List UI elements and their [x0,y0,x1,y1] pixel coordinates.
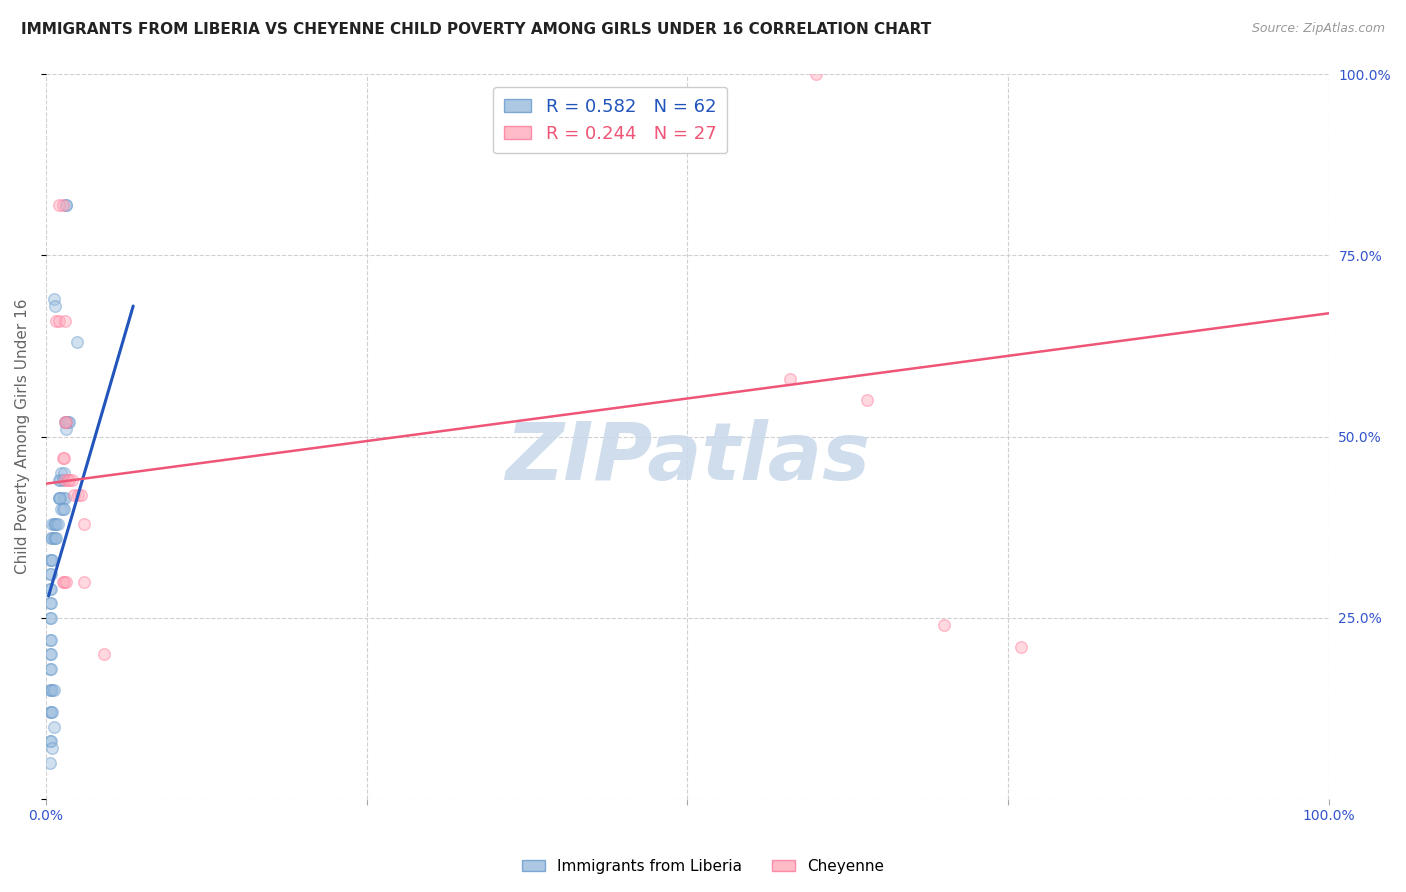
Point [38,632,60,647]
Point [39,567,62,582]
Y-axis label: Child Poverty Among Girls Under 16: Child Poverty Among Girls Under 16 [15,299,30,574]
Point [52,491,75,505]
Point [39,582,62,596]
Point [73,516,96,531]
Point [46,516,69,531]
Point [51,502,73,516]
Point [48,491,70,505]
Point [52,466,75,480]
Point [55,415,77,429]
Point [53,415,76,429]
Point [66,335,89,350]
Point [38,683,60,698]
Point [39,611,62,625]
Point [41,553,63,567]
Point [52,574,75,589]
Point [44,531,66,545]
Point [49,473,72,487]
Point [73,574,96,589]
Point [38,596,60,610]
Point [53,313,76,327]
Text: IMMIGRANTS FROM LIBERIA VS CHEYENNE CHILD POVERTY AMONG GIRLS UNDER 16 CORRELATI: IMMIGRANTS FROM LIBERIA VS CHEYENNE CHIL… [21,22,931,37]
Point [55,574,77,589]
Point [1010,640,1032,654]
Point [58,473,80,487]
Legend: R = 0.582   N = 62, R = 0.244   N = 27: R = 0.582 N = 62, R = 0.244 N = 27 [494,87,727,153]
Point [56,415,79,429]
Point [52,473,75,487]
Legend: Immigrants from Liberia, Cheyenne: Immigrants from Liberia, Cheyenne [516,853,890,880]
Point [55,415,77,429]
Text: Source: ZipAtlas.com: Source: ZipAtlas.com [1251,22,1385,36]
Point [42,720,65,734]
Point [41,741,63,756]
Point [38,582,60,596]
Point [39,647,62,661]
Point [45,531,67,545]
Point [39,553,62,567]
Point [45,313,67,327]
Point [804,67,827,81]
Point [67,487,90,501]
Point [39,734,62,748]
Point [41,683,63,698]
Point [38,611,60,625]
Point [38,705,60,719]
Point [38,553,60,567]
Point [44,299,66,313]
Point [55,197,77,211]
Point [39,596,62,610]
Point [49,491,72,505]
Point [41,516,63,531]
Point [38,756,60,770]
Point [52,197,75,211]
Point [58,415,80,429]
Point [51,466,73,480]
Point [48,197,70,211]
Point [48,491,70,505]
Point [63,487,86,501]
Point [856,393,879,408]
Point [53,415,76,429]
Point [48,313,70,327]
Point [52,451,75,466]
Point [42,516,65,531]
Point [39,662,62,676]
Point [38,567,60,582]
Point [932,618,955,632]
Point [39,632,62,647]
Point [39,705,62,719]
Point [55,197,77,211]
Point [69,487,91,501]
Point [38,734,60,748]
Point [93,647,115,661]
Point [52,574,75,589]
Point [52,502,75,516]
Text: ZIPatlas: ZIPatlas [505,419,870,498]
Point [42,531,65,545]
Point [53,473,76,487]
Point [41,705,63,719]
Point [55,422,77,436]
Point [39,531,62,545]
Point [779,371,801,385]
Point [44,516,66,531]
Point [45,516,67,531]
Point [52,451,75,466]
Point [39,683,62,698]
Point [38,647,60,661]
Point [52,502,75,516]
Point [60,473,83,487]
Point [56,473,79,487]
Point [42,683,65,698]
Point [41,531,63,545]
Point [48,473,70,487]
Point [53,491,76,505]
Point [42,292,65,306]
Point [38,662,60,676]
